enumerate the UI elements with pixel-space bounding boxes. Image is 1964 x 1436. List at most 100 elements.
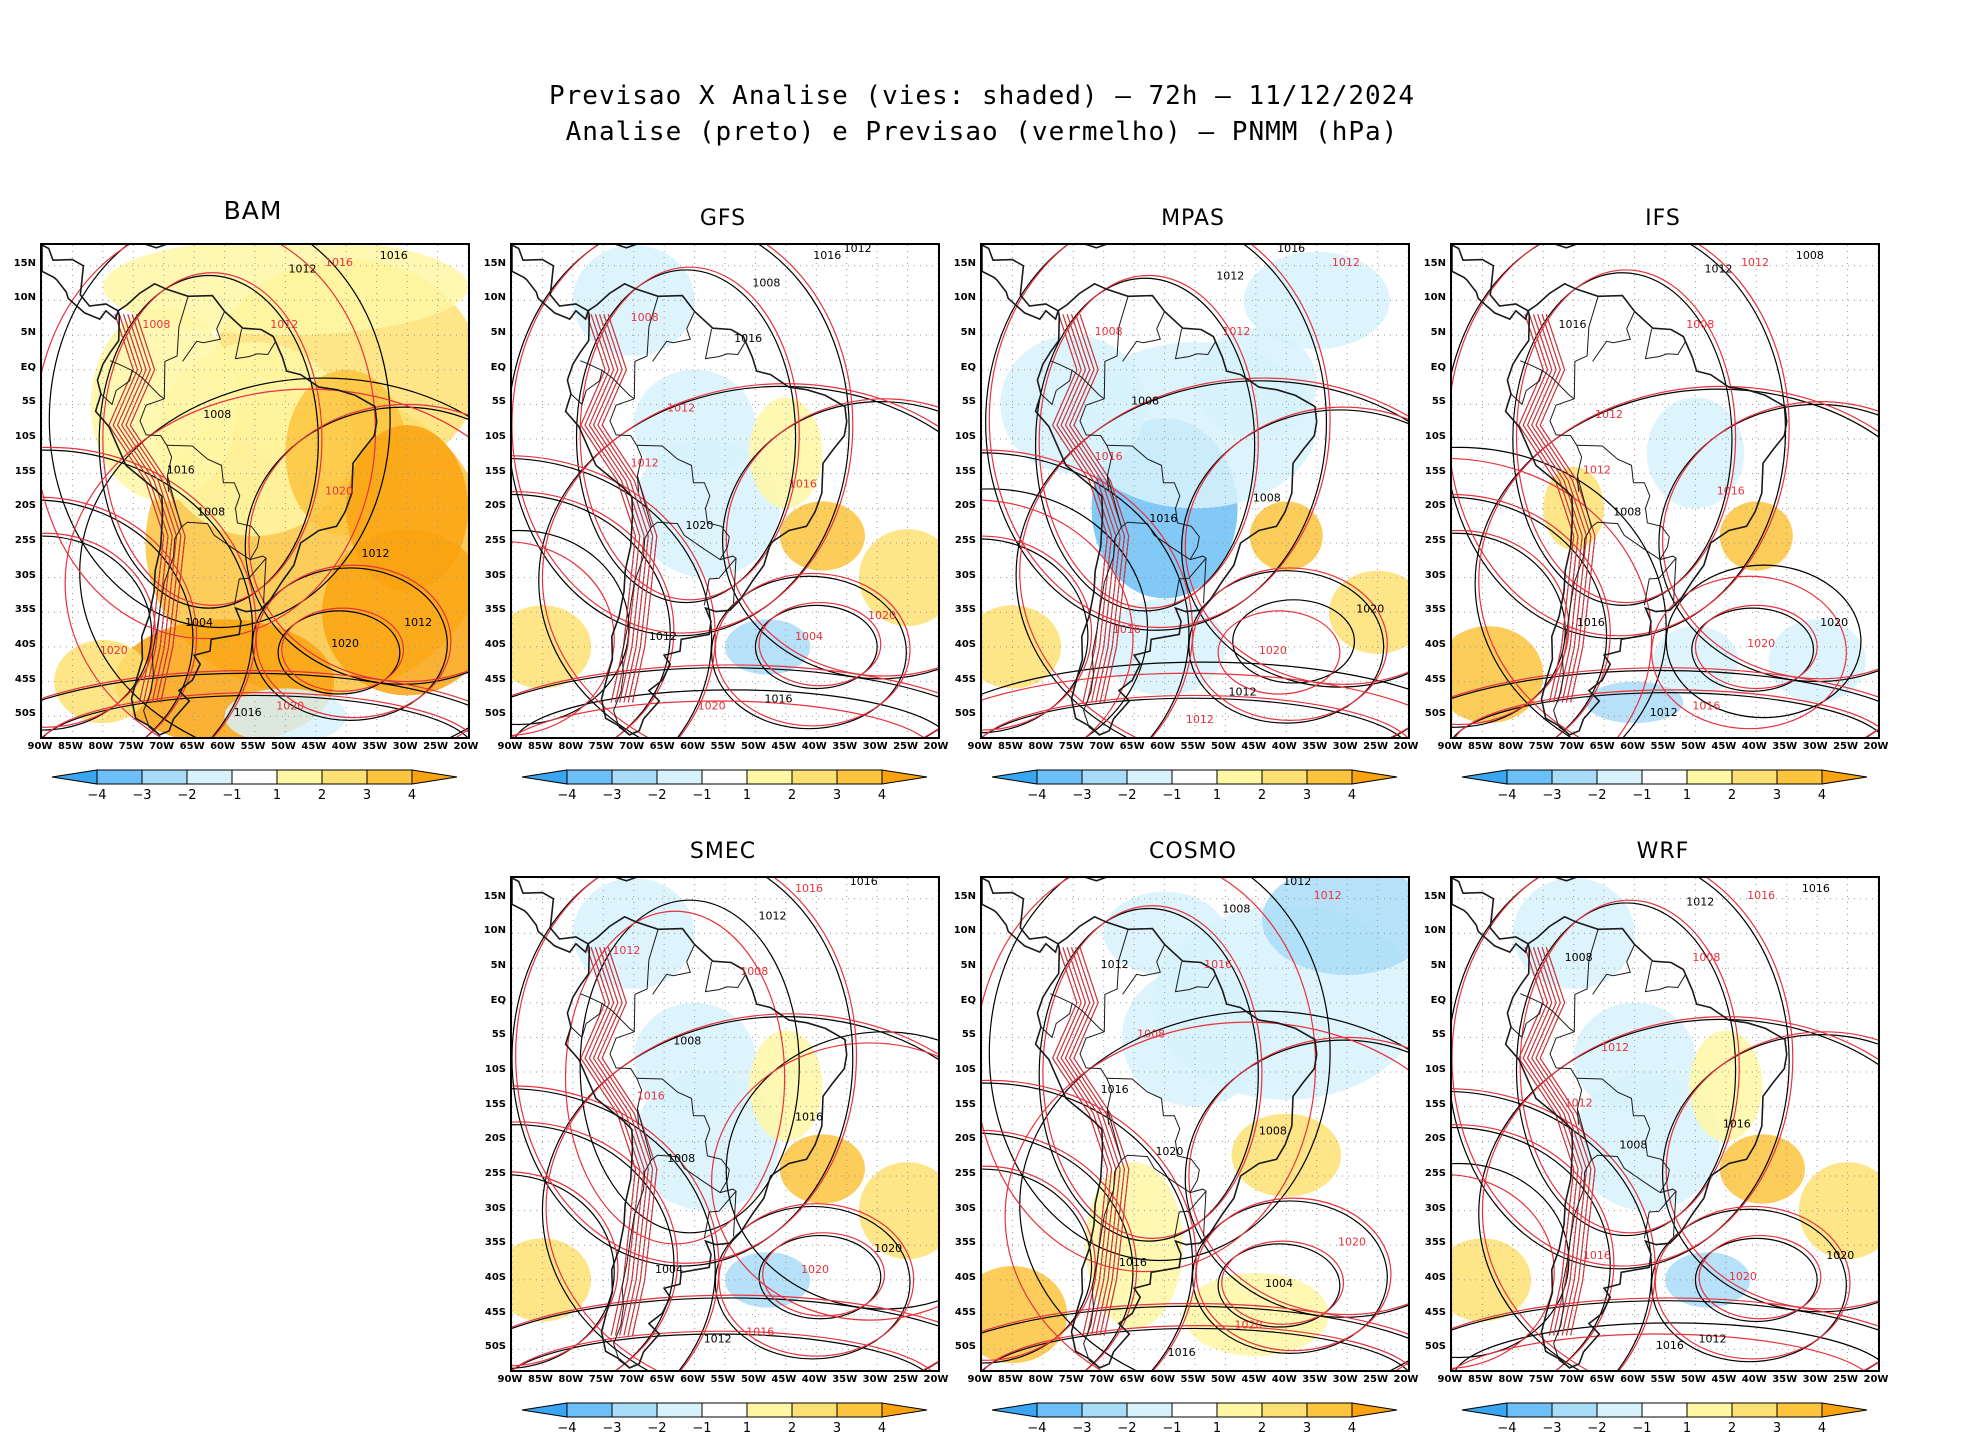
bias-area bbox=[1719, 1134, 1805, 1204]
latitude-label: EQ bbox=[960, 994, 976, 1006]
analysis-isobar-label: 1016 bbox=[795, 1111, 823, 1124]
analysis-isobar-label: 1008 bbox=[1565, 951, 1593, 964]
longitude-label: 20W bbox=[923, 1374, 949, 1385]
forecast-isobar-label: 1020 bbox=[325, 484, 353, 497]
analysis-isobar-label: 1012 bbox=[1698, 1332, 1726, 1345]
analysis-isobar-label: 1016 bbox=[1723, 1117, 1751, 1130]
colorbar-swatch bbox=[991, 1402, 1038, 1418]
country-border bbox=[609, 1031, 643, 1125]
isobar-labels: 1016101210081012100810161012101610201020… bbox=[631, 245, 896, 712]
forecast-isobar bbox=[42, 669, 468, 702]
country-border bbox=[233, 555, 267, 606]
analysis-isobar-label: 1004 bbox=[1265, 1277, 1293, 1290]
latitude-label: 15N bbox=[483, 257, 506, 269]
forecast-isobar bbox=[512, 541, 615, 736]
analysis-isobar-label: 1008 bbox=[1259, 1124, 1287, 1137]
colorbar-swatch bbox=[791, 1402, 838, 1418]
forecast-isobar bbox=[1452, 1088, 1656, 1370]
colorbar-label: −3 bbox=[602, 788, 622, 803]
isobar-labels: 1016 1016 1012 1008 1012 1008 1016 1016 1008 1020… bbox=[612, 878, 902, 1345]
latitude-label: 25S bbox=[484, 534, 506, 546]
latitude-label: 40S bbox=[954, 638, 976, 650]
country-border bbox=[613, 526, 652, 736]
coastline bbox=[512, 878, 590, 954]
country-border bbox=[163, 296, 189, 399]
colorbar-swatch bbox=[1461, 1402, 1508, 1418]
latitude-label: 15S bbox=[484, 1098, 506, 1110]
forecast-isobar bbox=[588, 314, 645, 703]
analysis-isobar bbox=[982, 452, 1190, 737]
longitude-label: 85W bbox=[997, 741, 1023, 752]
panel-title: GFS bbox=[699, 206, 747, 231]
analysis-isobar bbox=[1217, 1243, 1341, 1328]
panel-title: WRF bbox=[1636, 839, 1690, 864]
longitude-label: 45W bbox=[1241, 741, 1267, 752]
bias-area bbox=[224, 688, 347, 737]
colorbar-swatch bbox=[656, 769, 703, 785]
map-canvas: 1016 1016 1012 1008 1008 1012 1016 1020 1008 1012… bbox=[42, 245, 468, 737]
longitude-label: 80W bbox=[1498, 741, 1524, 752]
colorbar-swatch bbox=[366, 769, 413, 785]
latitude-label: 45S bbox=[14, 673, 36, 685]
country-border bbox=[1122, 944, 1166, 995]
coastlines bbox=[512, 878, 848, 1369]
longitude-label: 25W bbox=[893, 741, 919, 752]
analysis-isobar bbox=[512, 1174, 615, 1369]
latitude-label: 15N bbox=[953, 890, 976, 902]
country-border bbox=[1576, 444, 1670, 561]
forecast-isobar bbox=[584, 947, 641, 1336]
latitude-label: 35S bbox=[14, 604, 36, 616]
latitude-label: EQ bbox=[1430, 994, 1446, 1006]
forecast-isobar bbox=[758, 601, 882, 687]
forecast-isobar bbox=[281, 607, 405, 692]
forecast-isobar-label: 1012 bbox=[612, 944, 640, 957]
forecast-isobar bbox=[512, 1294, 938, 1328]
analysis-isobar bbox=[758, 1234, 882, 1320]
forecast-isobar bbox=[1073, 314, 1130, 703]
colorbar bbox=[51, 769, 458, 785]
forecast-isobar bbox=[515, 878, 858, 1264]
forecast-isobar bbox=[1452, 493, 1611, 737]
colorbar-label: 3 bbox=[832, 1421, 842, 1436]
analysis-isobar bbox=[982, 538, 1089, 734]
latitude-label: 5N bbox=[490, 960, 506, 972]
coastlines bbox=[982, 878, 1318, 1369]
longitude-label: 45W bbox=[771, 741, 797, 752]
colorbar-swatch bbox=[1171, 769, 1218, 785]
longitude-label: 45W bbox=[1711, 1374, 1737, 1385]
colorbar-swatch bbox=[1686, 769, 1733, 785]
country-border bbox=[143, 526, 182, 736]
country-border bbox=[1549, 398, 1583, 492]
latitude-label: 10N bbox=[1423, 292, 1446, 304]
longitude-label: 90W bbox=[27, 741, 53, 752]
country-border bbox=[182, 311, 226, 362]
colorbar-swatch bbox=[1036, 769, 1083, 785]
analysis-isobar-label: 1012 bbox=[1283, 878, 1311, 888]
analysis-isobar-label: 1004 bbox=[185, 616, 213, 629]
forecast-isobar-label: 1016 bbox=[1113, 623, 1141, 636]
longitude-label: 20W bbox=[1863, 1374, 1889, 1385]
colorbar-label: 1 bbox=[1212, 788, 1222, 803]
bias-area bbox=[1452, 626, 1544, 724]
longitude-label: 60W bbox=[680, 741, 706, 752]
forecast-isobar bbox=[1452, 878, 1794, 1267]
analysis-isobar bbox=[982, 661, 1408, 695]
analysis-isobar bbox=[48, 245, 391, 629]
analysis-isobar bbox=[579, 899, 800, 1234]
coastlines bbox=[982, 245, 1318, 736]
forecast-isobar-label: 1020 bbox=[1338, 1235, 1366, 1248]
map-plot: 1016 1016 1012 1008 1008 1012 1016 1020 1008 1012… bbox=[40, 243, 470, 739]
forecast-isobar bbox=[1452, 245, 1790, 637]
longitude-label: 80W bbox=[1498, 1374, 1524, 1385]
longitude-label: 25W bbox=[893, 1374, 919, 1385]
latitude-label: 20S bbox=[954, 500, 976, 512]
analysis-isobar bbox=[1452, 1162, 1570, 1359]
analysis-isobar-label: 1016 bbox=[1802, 882, 1830, 895]
longitude-label: 70W bbox=[1089, 1374, 1115, 1385]
longitude-label: 55W bbox=[710, 1374, 736, 1385]
forecast-isobar-label: 1008 bbox=[1095, 325, 1123, 338]
latitude-label: 20S bbox=[484, 1133, 506, 1145]
forecast-isobar bbox=[121, 314, 178, 703]
colorbar-label: −4 bbox=[1027, 788, 1047, 803]
analysis-isobar bbox=[1015, 380, 1408, 737]
